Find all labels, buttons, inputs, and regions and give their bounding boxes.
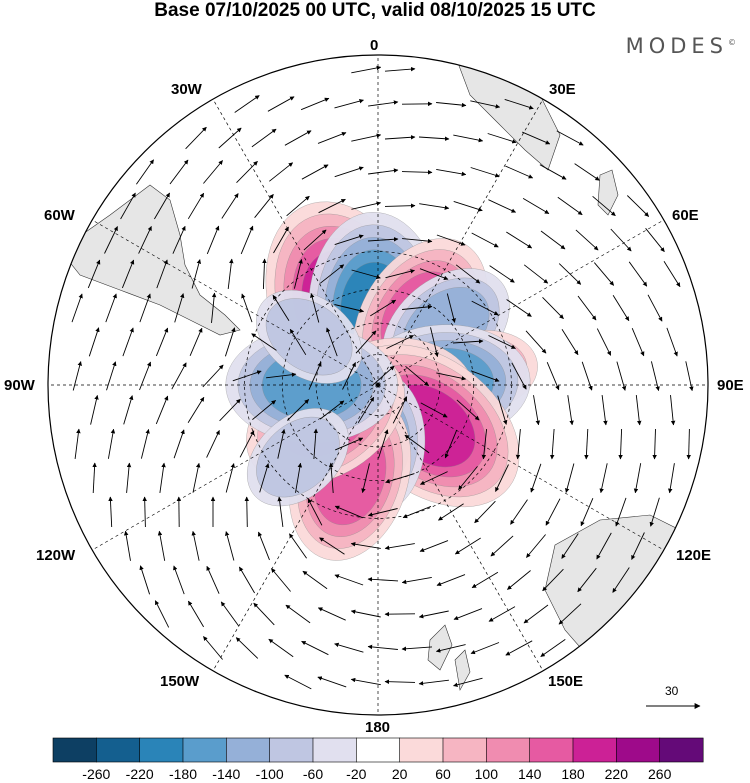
colorbar-swatch [616, 737, 661, 763]
lon-label-60e: 60E [672, 207, 699, 224]
colorbar-swatch [182, 737, 227, 763]
brand-mark: © [728, 38, 736, 47]
colorbar-tick-label: 180 [561, 766, 585, 782]
map-title: Base 07/10/2025 00 UTC, valid 08/10/2025… [154, 0, 596, 21]
colorbar-swatch [269, 737, 314, 763]
colorbar-tick-label: -140 [212, 766, 241, 782]
colorbar-swatch [399, 737, 444, 763]
lon-label-120w: 120W [36, 547, 76, 564]
colorbar-tick-label: 60 [435, 766, 451, 782]
colorbar-tick-label: -180 [168, 766, 198, 782]
colorbar-swatch [139, 737, 184, 763]
lon-label-0: 0 [370, 37, 379, 54]
wind-vectors [71, 65, 694, 690]
colorbar-tick-label: -220 [125, 766, 154, 782]
graticule [48, 55, 708, 715]
lon-label-90e: 90E [717, 377, 744, 394]
colorbar [52, 737, 704, 763]
brand-name: MODES [625, 34, 728, 58]
colorbar-tick-label: 140 [518, 766, 542, 782]
lon-label-90w: 90W [4, 377, 35, 394]
colorbar-swatch [572, 737, 617, 763]
colorbar-swatch [442, 737, 487, 763]
colorbar-tick-label: 260 [648, 766, 672, 782]
map-border [47, 54, 709, 716]
colorbar-tick-label: -20 [346, 766, 367, 782]
lon-label-120e: 120E [676, 547, 712, 564]
anomaly-shading [225, 201, 538, 561]
colorbar-swatch [356, 737, 401, 763]
colorbar-swatch [529, 737, 574, 763]
lon-label-180: 180 [365, 719, 391, 736]
lon-label-60w: 60W [44, 207, 75, 224]
colorbar-tick-label: -100 [255, 766, 284, 782]
colorbar-swatch [312, 737, 357, 763]
colorbar-swatch [659, 737, 704, 763]
madagascar-land [597, 169, 619, 216]
new-zealand-land [427, 624, 471, 691]
lon-label-150w: 150W [160, 673, 200, 690]
colorbar-tick-label: -260 [82, 766, 111, 782]
colorbar-swatch [52, 737, 97, 763]
lon-label-150e: 150E [548, 673, 584, 690]
reference-vector-label: 30 [665, 684, 679, 698]
colorbar-tick-label: -60 [302, 766, 324, 782]
lon-label-30e: 30E [549, 81, 576, 98]
brand-logo: MODES© [626, 34, 736, 58]
anomaly-low-13 [247, 408, 349, 507]
south-america-land [59, 184, 241, 336]
colorbar-swatch [96, 737, 141, 763]
lon-label-30w: 30W [171, 81, 202, 98]
colorbar-tick-label: 220 [604, 766, 628, 782]
colorbar-swatch [486, 737, 531, 763]
colorbar-swatch [226, 737, 271, 763]
colorbar-tick-label: 100 [474, 766, 498, 782]
colorbar-tick-label: 20 [391, 766, 408, 782]
